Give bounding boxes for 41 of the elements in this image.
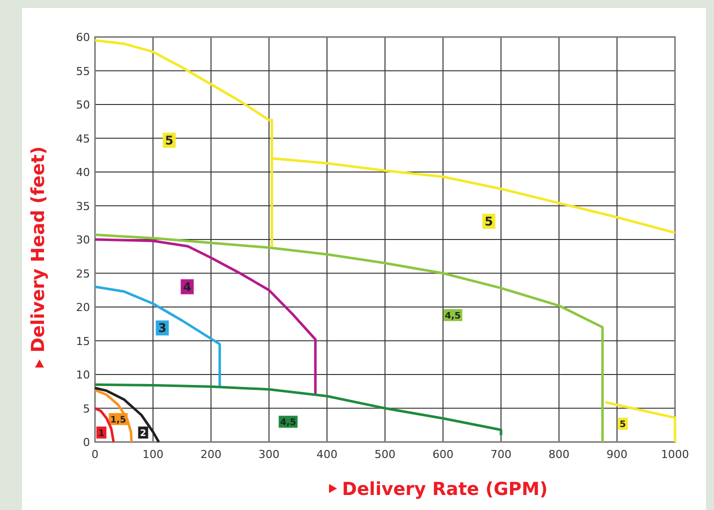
y-tick-label: 25 bbox=[76, 267, 90, 280]
line-series bbox=[94, 383, 502, 436]
y-tick-label: 0 bbox=[83, 436, 90, 449]
y-tick-label: 5 bbox=[83, 402, 90, 416]
x-tick-label: 700 bbox=[490, 448, 512, 461]
y-tick-label: 40 bbox=[76, 166, 90, 179]
y-tick-label: 45 bbox=[76, 132, 90, 146]
x-axis-title: Delivery Rate (GPM) bbox=[342, 479, 548, 500]
x-tick-label: 1000 bbox=[661, 448, 689, 461]
line-series bbox=[94, 234, 604, 444]
x-tick-label: 500 bbox=[374, 448, 396, 461]
line-series bbox=[94, 386, 160, 444]
y-tick-label: 50 bbox=[76, 98, 90, 112]
y-tick-label: 60 bbox=[76, 31, 90, 44]
annotation: 5 bbox=[484, 214, 493, 229]
x-tick-label: 100 bbox=[142, 448, 164, 461]
series-label: 5 bbox=[620, 420, 626, 430]
series-label: 1,5 bbox=[110, 415, 126, 426]
x-tick-label: 800 bbox=[548, 448, 570, 461]
series-label: 3 bbox=[158, 321, 166, 336]
x-tick-label: 900 bbox=[606, 448, 628, 461]
y-tick-label: 30 bbox=[76, 234, 90, 246]
y-tick-label: 20 bbox=[76, 301, 90, 314]
line-series bbox=[94, 388, 133, 444]
series-label: 1 bbox=[98, 428, 105, 439]
y-tick-label: 15 bbox=[76, 334, 90, 348]
annotation: 5 bbox=[165, 134, 174, 148]
y-tick-label: 10 bbox=[76, 368, 90, 382]
text: 4,5 bbox=[444, 311, 461, 322]
y-axis-title: Delivery Head (feet) bbox=[28, 146, 49, 352]
x-tick-label: 300 bbox=[258, 448, 280, 461]
x-tick-label: 600 bbox=[432, 448, 454, 461]
y-tick-label: 35 bbox=[76, 200, 90, 213]
y-tick-label: 55 bbox=[76, 64, 90, 78]
x-tick-label: 200 bbox=[200, 448, 222, 461]
text: 4 bbox=[183, 280, 192, 294]
text: 4,5 bbox=[280, 418, 296, 428]
line-series bbox=[94, 238, 317, 396]
x-tick-label: 0 bbox=[92, 448, 98, 461]
x-tick-label: 400 bbox=[316, 448, 338, 461]
series-label: 2 bbox=[140, 428, 146, 439]
